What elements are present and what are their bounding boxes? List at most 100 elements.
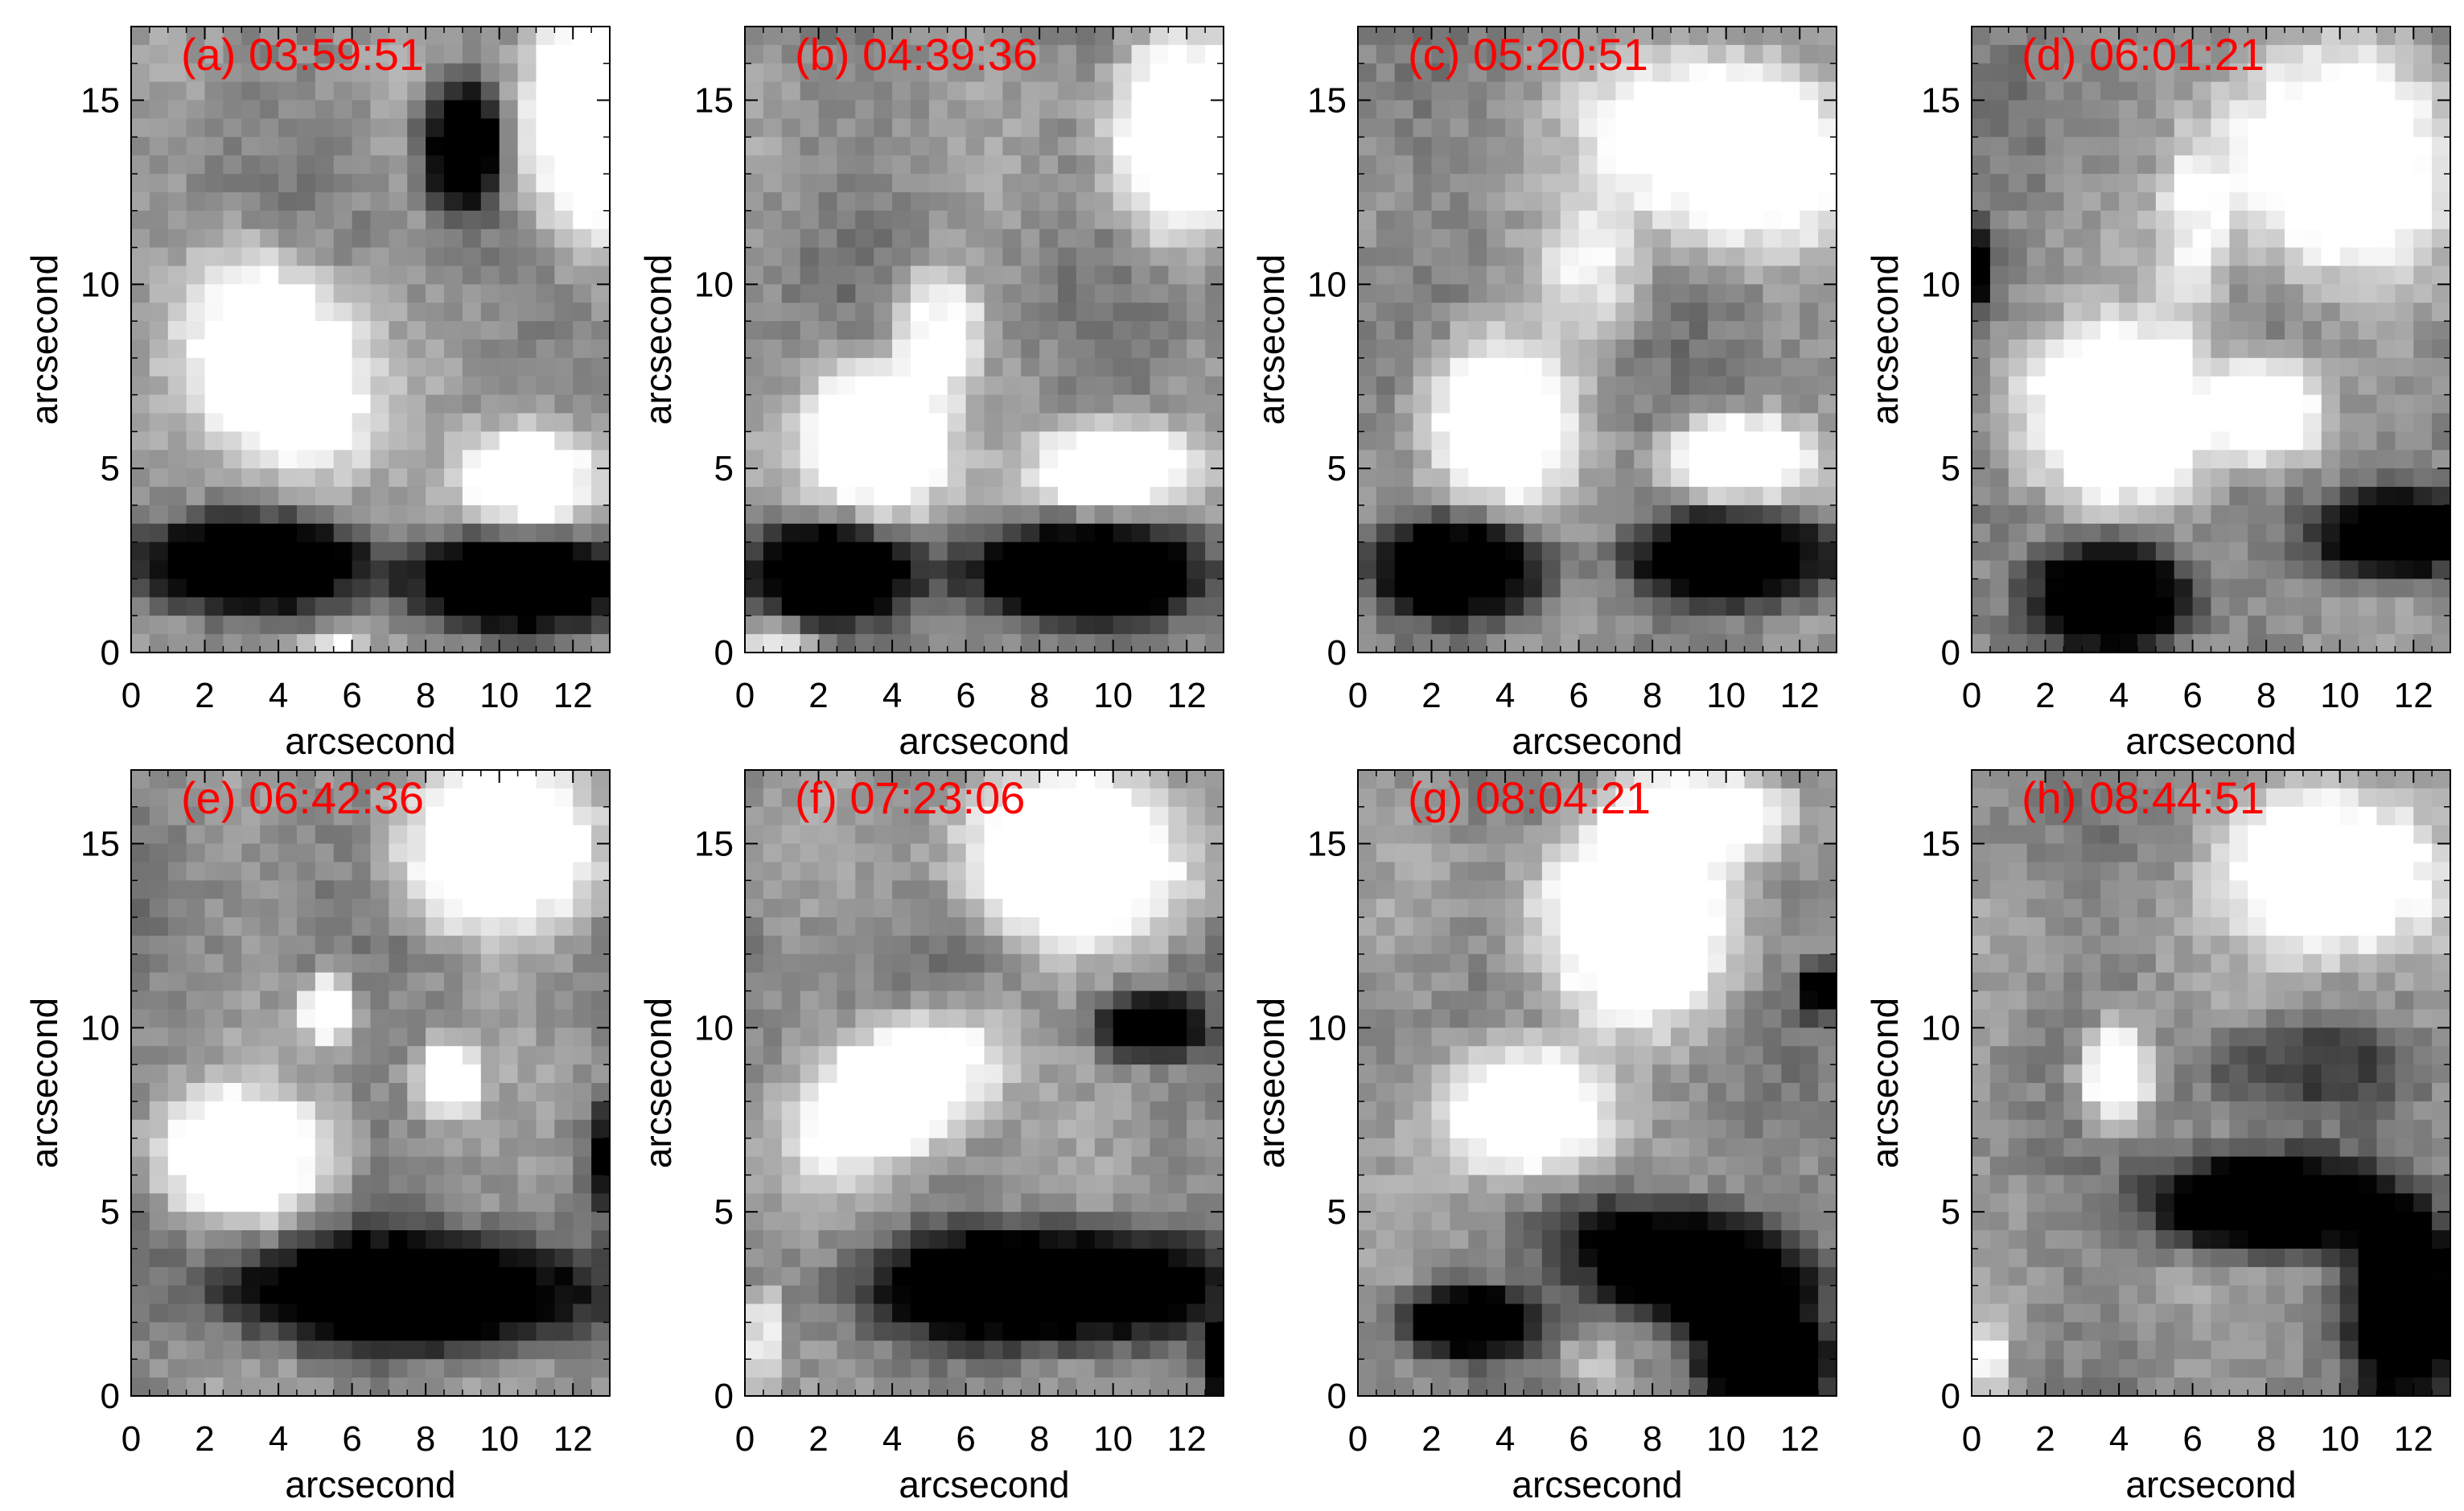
heatmap-cell (1131, 504, 1151, 525)
heatmap-cell (554, 81, 574, 101)
heatmap-cell (1468, 155, 1487, 175)
heatmap-cell (2192, 321, 2212, 340)
heatmap-cell (370, 634, 389, 653)
heatmap-cell (315, 899, 335, 918)
heatmap-cell (2339, 118, 2359, 138)
heatmap-cell (1560, 394, 1580, 414)
heatmap-cell (1168, 597, 1187, 616)
heatmap-cell (2229, 487, 2248, 506)
heatmap-cell (1413, 523, 1433, 543)
heatmap-cell (2119, 155, 2138, 175)
heatmap-cell (800, 81, 820, 101)
heatmap-cell (352, 917, 372, 937)
heatmap-cell (260, 880, 279, 900)
heatmap-cell (745, 81, 764, 101)
heatmap-cell (1187, 303, 1206, 322)
heatmap-cell (928, 44, 948, 64)
heatmap-cell (1763, 191, 1782, 212)
heatmap-cell (2063, 394, 2083, 414)
heatmap-cell (444, 1138, 463, 1158)
heatmap-cell (1376, 376, 1396, 396)
heatmap-cell (296, 1064, 316, 1084)
heatmap-cell (223, 578, 242, 598)
heatmap-cell (352, 468, 372, 488)
heatmap-cell (1541, 634, 1561, 653)
heatmap-cell (536, 597, 555, 616)
heatmap-cell (573, 843, 592, 863)
heatmap-cell (149, 972, 169, 992)
heatmap-cell (260, 137, 279, 156)
heatmap-cell (1707, 284, 1727, 303)
heatmap-cell (965, 229, 985, 249)
heatmap-cell (1168, 450, 1187, 469)
heatmap-cell (517, 63, 537, 83)
heatmap-cell (1800, 100, 1819, 120)
heatmap-cell (984, 155, 1003, 175)
heatmap-cell (2082, 81, 2101, 101)
heatmap-cell (1131, 487, 1151, 506)
heatmap-cell (2321, 191, 2341, 212)
heatmap-cell (1615, 321, 1635, 340)
heatmap-cell (1541, 321, 1561, 340)
heatmap-cell (389, 266, 408, 285)
heatmap-cell (407, 1193, 426, 1213)
heatmap-cell (2358, 340, 2378, 359)
heatmap-cell (536, 266, 555, 285)
heatmap-cell (1972, 266, 1991, 285)
heatmap-cell (131, 806, 150, 826)
heatmap-cell (315, 1101, 335, 1121)
heatmap-cell (462, 1248, 482, 1268)
heatmap-cell (480, 523, 500, 543)
heatmap-cell (1187, 634, 1206, 653)
heatmap-cell (167, 63, 187, 83)
heatmap-cell (389, 917, 408, 937)
heatmap-cell (149, 137, 169, 156)
heatmap-cell (333, 1193, 353, 1213)
heatmap-cell (1021, 191, 1040, 212)
heatmap-cell (204, 357, 224, 377)
heatmap-cell (517, 450, 537, 469)
heatmap-cell (2082, 468, 2101, 488)
heatmap-cell (536, 972, 555, 992)
heatmap-cell (2395, 174, 2414, 193)
heatmap-cell (1113, 597, 1133, 616)
heatmap-cell (2026, 578, 2046, 598)
heatmap-cell (1413, 541, 1433, 562)
heatmap-cell (2358, 560, 2378, 580)
heatmap-cell (1763, 468, 1782, 488)
heatmap-cell (131, 899, 150, 918)
heatmap-cell (1113, 247, 1133, 267)
heatmap-cell (1523, 523, 1543, 543)
heatmap-cell (1002, 27, 1022, 46)
heatmap-cell (186, 247, 206, 267)
heatmap-cell (1205, 210, 1224, 230)
heatmap-cell (800, 616, 820, 635)
heatmap-cell (1671, 468, 1690, 488)
heatmap-cell (837, 155, 856, 175)
heatmap-cell (517, 1377, 537, 1397)
heatmap-cell (204, 1340, 224, 1360)
heatmap-cell (1989, 376, 2009, 396)
heatmap-cell (2026, 174, 2046, 193)
heatmap-cell (131, 266, 150, 285)
heatmap-cell (1972, 541, 1991, 562)
heatmap-cell (370, 340, 389, 359)
heatmap-cell (204, 899, 224, 918)
heatmap-cell (1726, 504, 1746, 525)
heatmap-cell (223, 825, 242, 845)
heatmap-cell (1505, 431, 1524, 451)
heatmap-cell (1707, 468, 1727, 488)
heatmap-cell (1058, 284, 1077, 303)
heatmap-cell (2285, 340, 2304, 359)
heatmap-cell (333, 1377, 353, 1397)
heatmap-cell (1505, 578, 1524, 598)
heatmap-cell (2229, 266, 2248, 285)
heatmap-cell (149, 597, 169, 616)
heatmap-cell (2395, 229, 2414, 249)
x-tick-label: 0 (1962, 676, 1981, 715)
heatmap-cell (2248, 523, 2267, 543)
heatmap-cell (800, 100, 820, 120)
heatmap-cell (2248, 468, 2267, 488)
heatmap-cell (462, 597, 482, 616)
